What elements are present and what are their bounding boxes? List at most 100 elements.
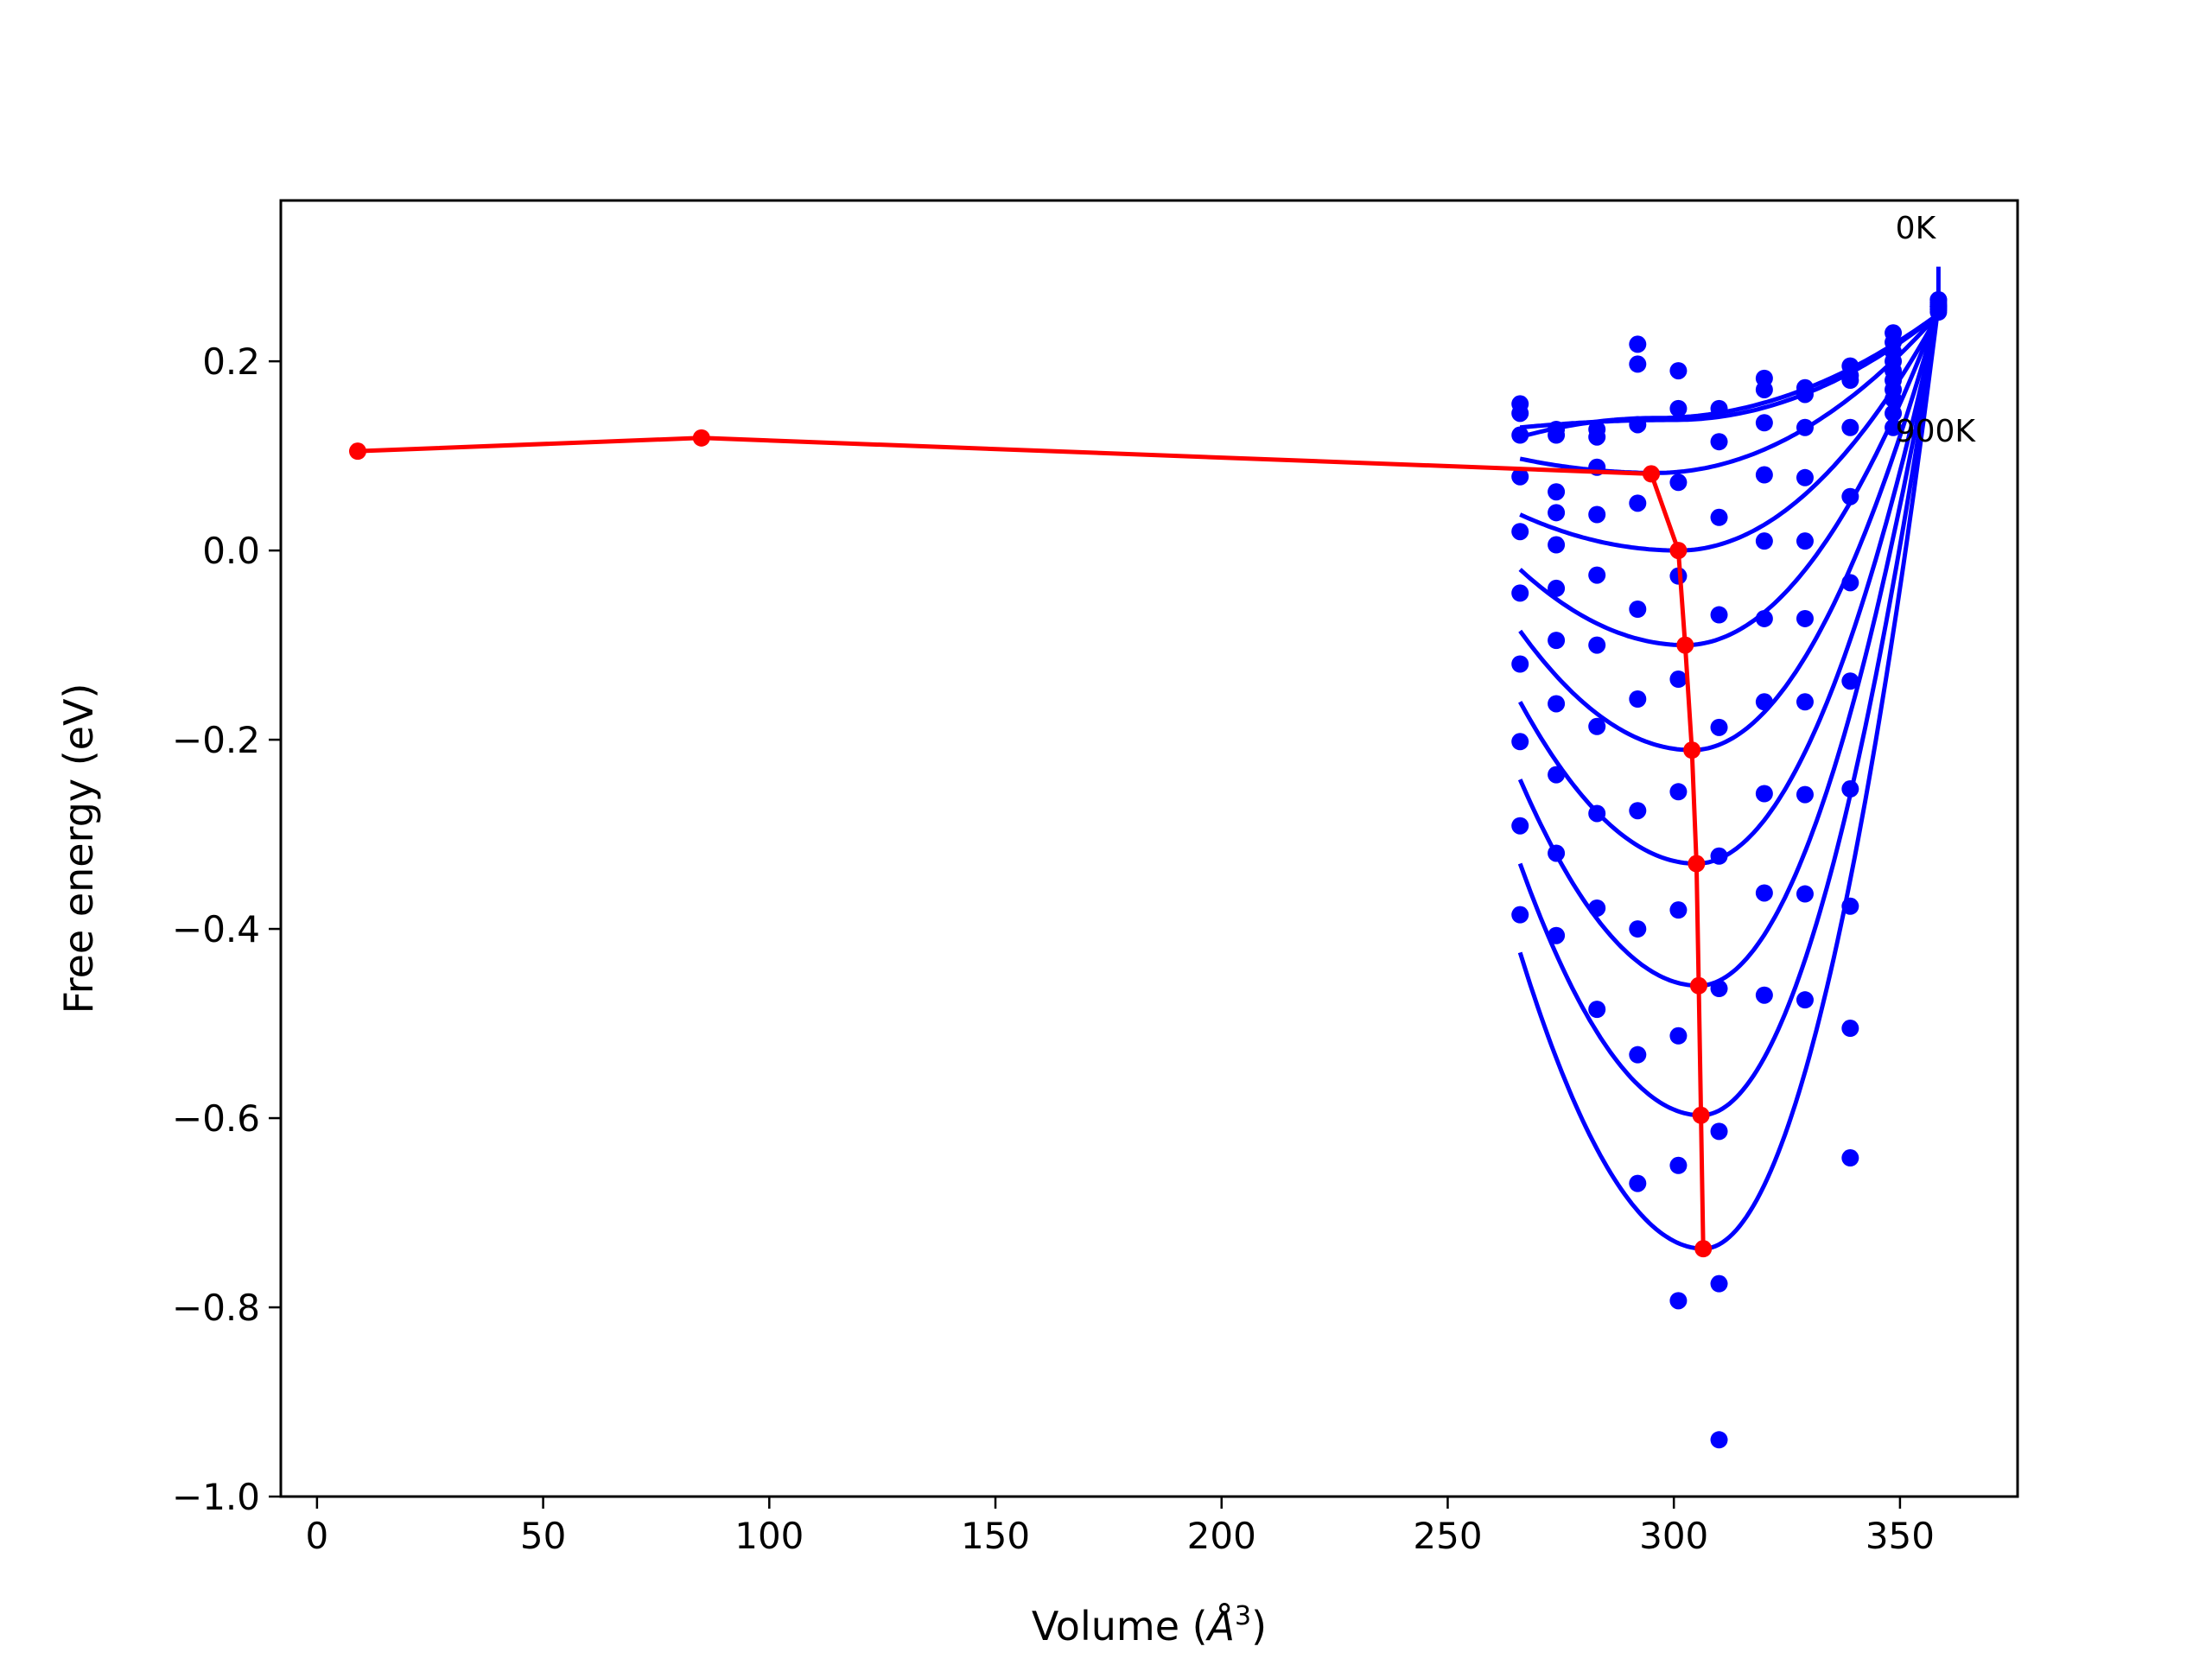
data-point [1755,380,1773,398]
data-point [1710,718,1728,736]
minimum-point [1683,741,1701,760]
x-tick-label: 200 [1187,1515,1256,1557]
x-axis-label-symbol: Å [1205,1603,1235,1649]
data-point [1885,390,1903,408]
data-point [1548,844,1566,862]
data-point [1548,579,1566,597]
data-point [1841,672,1859,690]
data-point [1755,466,1773,484]
data-point [1796,532,1814,550]
plot-frame [279,199,2019,1498]
data-point [1755,609,1773,627]
data-point [1588,1001,1606,1019]
x-axis-label-close: ) [1251,1603,1267,1649]
x-axis-label: Volume (Å3) [1032,1601,1267,1649]
minimum-point [1676,636,1694,654]
minimum-point [692,429,710,447]
annotation-label: 0K [1896,211,1937,246]
x-axis-label-main: Volume ( [1032,1603,1208,1649]
data-point [1548,426,1566,444]
data-point [1588,505,1606,524]
fit-curve-c5 [1518,308,1941,648]
data-point [1669,671,1688,689]
y-tick-label: −1.0 [172,1476,260,1518]
data-point [1710,399,1728,417]
annotation-label: 900K [1896,414,1977,449]
data-point [1796,385,1814,404]
data-point [1548,632,1566,650]
data-point [1548,695,1566,713]
data-point [1841,1149,1859,1167]
data-point [1629,600,1647,618]
x-tick-label: 50 [520,1515,566,1557]
data-point [1629,494,1647,512]
data-point [1796,693,1814,711]
data-point [1588,804,1606,823]
fit-curve-c2 [1519,312,1940,440]
data-point [1511,906,1529,924]
data-point [1796,418,1814,436]
data-point [1710,980,1728,998]
data-point [1929,290,1948,308]
data-point [1841,372,1859,390]
data-point [1511,655,1529,673]
data-point [1841,897,1859,915]
data-point [1629,335,1647,353]
data-point [1710,1122,1728,1141]
data-point [1629,1046,1647,1064]
data-point [1588,636,1606,654]
data-point [1629,920,1647,938]
data-point [1669,399,1688,417]
data-point [1841,780,1859,798]
data-point [1841,418,1859,436]
data-point [1885,418,1903,436]
minimum-layer [348,429,1713,1258]
data-point [1629,355,1647,373]
fit-curve-c6 [1518,308,1941,753]
data-point [1796,885,1814,903]
data-point [1755,785,1773,803]
x-tick-label: 350 [1866,1515,1935,1557]
data-point [1588,566,1606,584]
data-point [1841,1020,1859,1038]
data-point [1669,1027,1688,1045]
data-point [1796,609,1814,627]
data-point [1796,991,1814,1009]
data-point [1710,606,1728,624]
data-point [1629,690,1647,709]
y-tick-label: 0.0 [202,530,260,572]
data-point [1796,468,1814,486]
data-point [1710,1274,1728,1293]
data-point [1710,508,1728,526]
points-layer [1511,290,1948,1449]
fit-curve-c7 [1518,308,1941,866]
data-point [1841,574,1859,592]
fit-curve-c4 [1519,313,1941,553]
fit-curve-c9 [1517,304,1941,1118]
data-point [1511,523,1529,541]
data-point [1548,536,1566,554]
minimum-point [1688,855,1706,873]
x-tick-label: 100 [734,1515,804,1557]
data-point [1755,414,1773,432]
data-point [1669,783,1688,801]
y-tick-label: −0.8 [172,1287,260,1329]
y-tick-label: −0.4 [172,908,260,950]
minimum-point [1643,465,1661,483]
data-point [1755,532,1773,550]
x-axis-label-sup: 3 [1235,1601,1251,1631]
annotations-layer: 0K 900K [1896,211,1977,449]
data-point [1796,785,1814,804]
data-point [1511,584,1529,602]
minimum-point [348,442,366,461]
x-tick-label: 250 [1413,1515,1482,1557]
x-axis-ticks: 0 50 100 150 200 250 300 350 [306,1497,1935,1557]
data-point [1588,428,1606,446]
minimum-point [1694,1240,1713,1258]
data-point [1548,483,1566,501]
minimum-point [1669,542,1688,560]
y-tick-label: −0.6 [172,1097,260,1140]
data-point [1710,847,1728,865]
